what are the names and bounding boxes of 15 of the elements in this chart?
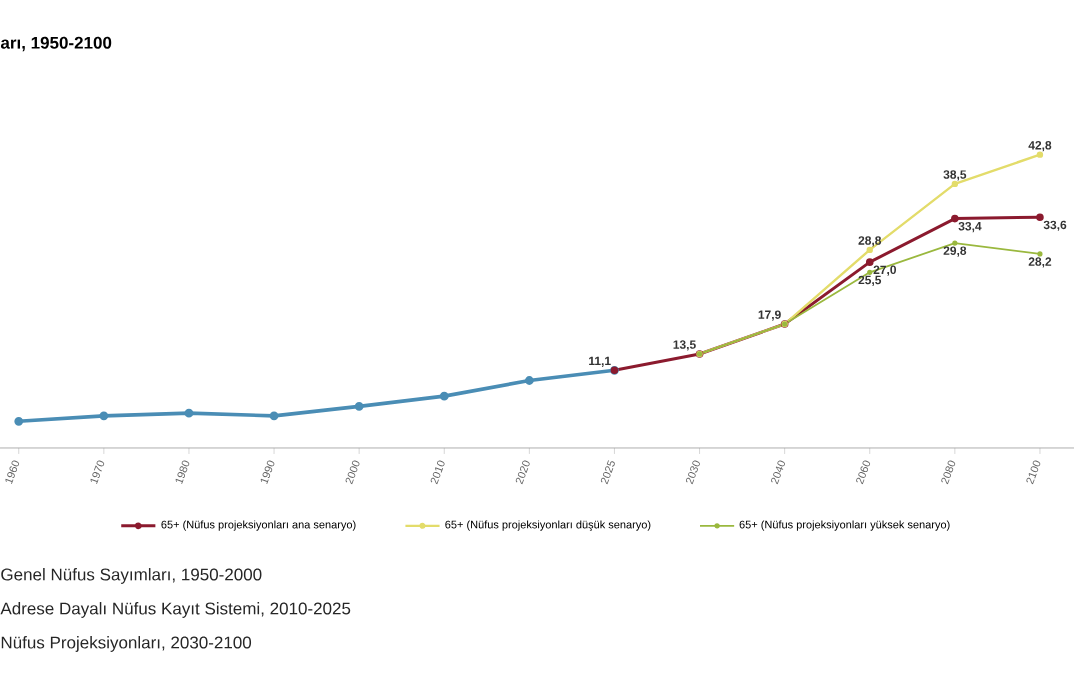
point [354,401,364,411]
point [184,408,194,418]
point [524,376,534,385]
text: Genel Nüfus Sayımları, 1950-2000 [1,568,262,584]
point [951,214,959,223]
point [865,258,874,266]
point [14,416,24,426]
point [99,411,109,421]
text: Nüfus Projeksiyonları, 2030-2100 [1,636,252,652]
chart-title: arı, 1950-2100 [0,36,112,52]
point [269,411,279,421]
point [1036,213,1044,222]
point [1036,151,1044,158]
text: Adrese Dayalı Nüfus Kayıt Sistemi, 2010-2025 [0,602,351,618]
point [439,391,449,401]
